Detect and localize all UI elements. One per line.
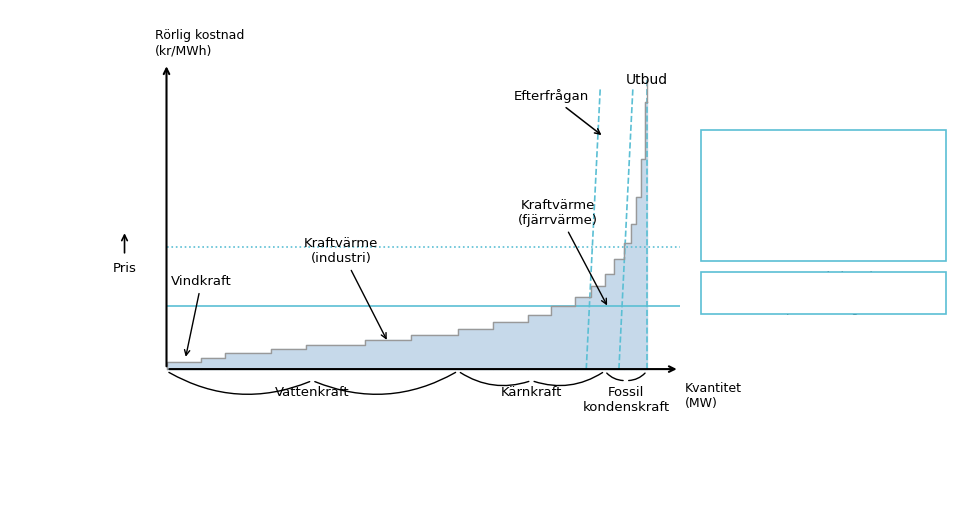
Text: Kärnkraft: Kärnkraft <box>501 386 563 399</box>
Text: Utbud: Utbud <box>626 73 668 87</box>
Text: Pris: Pris <box>112 262 136 275</box>
Text: Kraftvärme
(industri): Kraftvärme (industri) <box>304 237 386 339</box>
Text: I en situation med
ökad efterfrågan
ökar priset: I en situation med ökad efterfrågan ökar… <box>766 174 880 218</box>
Text: Vattenkraft: Vattenkraft <box>275 386 349 399</box>
Text: Rörlig kostnad
(kr/MWh): Rörlig kostnad (kr/MWh) <box>155 29 244 57</box>
Text: I en normal situation
ger efterfrågan denna
prissättning: I en normal situation ger efterfrågan de… <box>754 271 893 315</box>
Text: Fossil
kondenskraft: Fossil kondenskraft <box>583 386 669 414</box>
Text: Kvantitet
(MW): Kvantitet (MW) <box>684 383 742 410</box>
Text: Kraftvärme
(fjärrvärme): Kraftvärme (fjärrvärme) <box>518 199 607 304</box>
Text: Efterfrågan: Efterfrågan <box>514 89 600 134</box>
Text: Vindkraft: Vindkraft <box>171 275 232 355</box>
